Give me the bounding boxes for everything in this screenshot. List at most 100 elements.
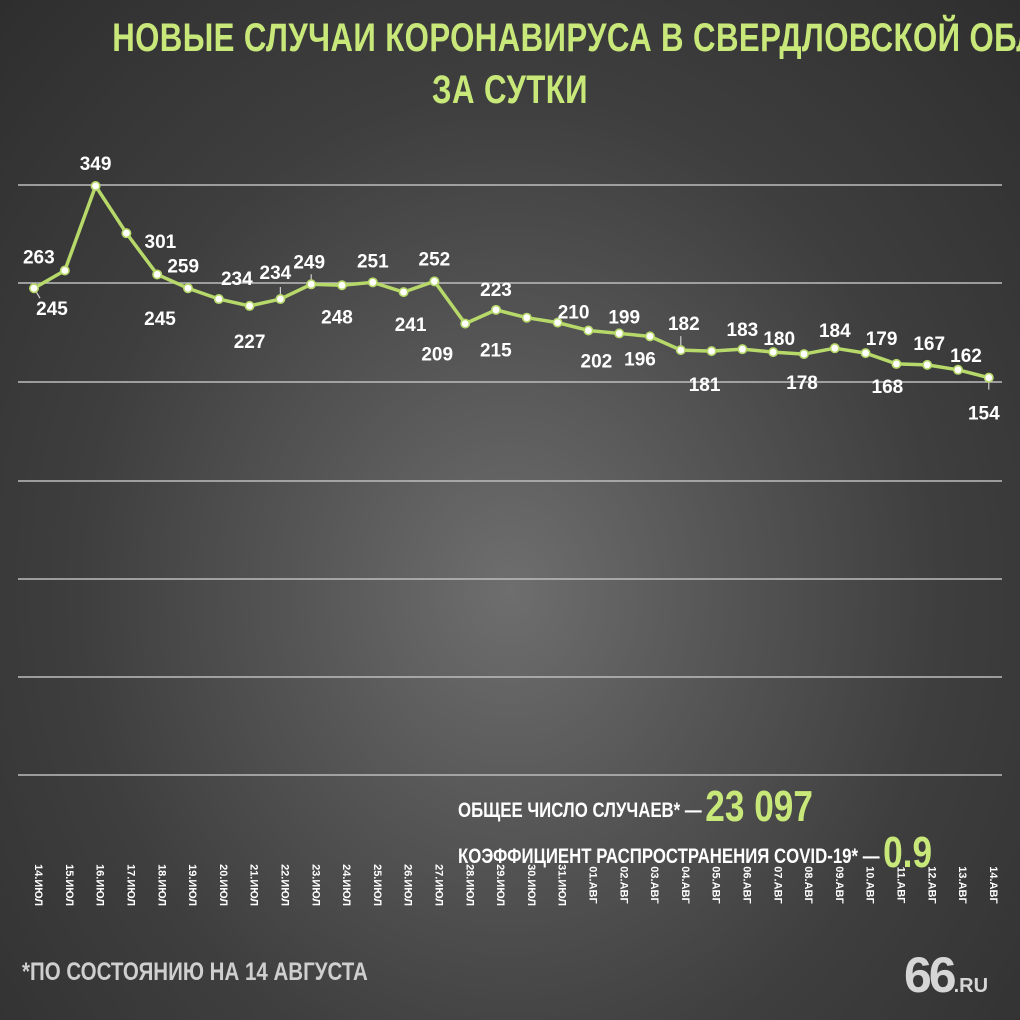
data-point-31 (983, 372, 994, 383)
line-chart: 2452633493012592452342272342492482512412… (18, 154, 1002, 906)
x-tick-label-8: 22.ИЮЛ (278, 864, 290, 906)
data-point-6 (213, 294, 224, 305)
data-label-29: 167 (913, 334, 945, 355)
x-tick-label-23: 06.АВГ (740, 866, 752, 904)
series-line (33, 184, 990, 380)
data-point-9 (306, 279, 317, 290)
data-label-15: 223 (480, 280, 512, 301)
data-point-2 (90, 180, 101, 191)
x-tick-label-20: 03.АВГ (648, 866, 660, 904)
data-label-4: 259 (167, 256, 199, 277)
x-tick-label-13: 27.ИЮЛ (432, 864, 444, 906)
site-logo: 66.RU (904, 946, 988, 1004)
total-cases-label: ОБЩЕЕ ЧИСЛО СЛУЧАЕВ* — (458, 799, 702, 822)
data-label-1: 263 (23, 248, 55, 269)
data-point-14 (460, 318, 471, 329)
data-label-11: 251 (357, 251, 389, 272)
data-point-21 (675, 345, 686, 356)
x-tick-label-18: 01.АВГ (586, 866, 598, 904)
data-point-29 (922, 359, 933, 370)
data-point-7 (244, 300, 255, 311)
data-point-22 (706, 346, 717, 357)
x-tick-label-6: 20.ИЮЛ (217, 864, 229, 906)
data-label-27: 179 (866, 329, 898, 350)
x-tick-label-3: 17.ИЮЛ (124, 864, 136, 906)
data-label-3: 301 (145, 232, 177, 253)
data-label-21: 182 (668, 314, 700, 335)
data-label-0: 245 (36, 299, 68, 320)
data-point-13 (429, 276, 440, 287)
x-tick-label-2: 16.ИЮЛ (94, 864, 106, 906)
data-point-15 (490, 304, 501, 315)
title-line-2: ЗА СУТКИ (432, 68, 588, 112)
x-tick-label-4: 18.ИЮЛ (155, 864, 167, 906)
data-label-28: 168 (872, 377, 904, 398)
data-point-1 (59, 265, 70, 276)
data-label-25: 178 (786, 373, 818, 394)
x-tick-label-10: 24.ИЮЛ (340, 864, 352, 906)
data-point-30 (952, 364, 963, 375)
data-label-12: 241 (395, 315, 427, 336)
data-label-2: 349 (80, 154, 112, 175)
x-tick-label-16: 30.ИЮЛ (525, 864, 537, 906)
data-label-24: 180 (763, 329, 795, 350)
data-label-13: 252 (419, 249, 451, 270)
x-tick-label-5: 19.ИЮЛ (186, 864, 198, 906)
x-tick-label-15: 29.ИЮЛ (494, 864, 506, 906)
x-tick-label-21: 04.АВГ (679, 866, 691, 904)
x-tick-label-14: 28.ИЮЛ (463, 864, 475, 906)
data-label-7: 227 (234, 332, 266, 353)
rt-label: КОЭФФИЦИЕНТ РАСПРОСТРАНЕНИЯ COVID-19* — (458, 845, 880, 868)
data-label-9: 249 (293, 252, 325, 273)
data-label-17: 210 (558, 303, 590, 324)
data-label-22: 181 (689, 375, 721, 396)
data-point-3 (121, 228, 132, 239)
data-point-20 (644, 331, 655, 342)
rt-stat: КОЭФФИЦИЕНТ РАСПРОСТРАНЕНИЯ COVID-19* — … (458, 828, 932, 878)
x-tick-label-27: 10.АВГ (864, 866, 876, 904)
x-tick-label-9: 23.ИЮЛ (309, 864, 321, 906)
x-tick-label-25: 08.АВГ (802, 866, 814, 904)
data-label-23: 183 (727, 320, 759, 341)
data-label-8: 234 (260, 263, 292, 284)
rt-value: 0.9 (883, 828, 933, 877)
x-tick-label-31: 14.АВГ (987, 866, 999, 904)
data-point-4 (152, 269, 163, 280)
data-label-30: 162 (950, 346, 982, 367)
data-label-26: 184 (819, 321, 851, 342)
title-line-1: НОВЫЕ СЛУЧАИ КОРОНАВИРУСА В СВЕРДЛОВСКОЙ… (112, 16, 1020, 60)
x-tick-label-19: 02.АВГ (617, 866, 629, 904)
x-tick-label-1: 15.ИЮЛ (63, 864, 75, 906)
x-tick-label-12: 26.ИЮЛ (402, 864, 414, 906)
data-label-18: 202 (581, 351, 613, 372)
x-tick-label-11: 25.ИЮЛ (371, 864, 383, 906)
data-point-0 (28, 283, 39, 294)
data-point-23 (737, 344, 748, 355)
data-label-14: 209 (421, 345, 453, 366)
x-tick-label-26: 09.АВГ (833, 866, 845, 904)
footnote: *ПО СОСТОЯНИЮ НА 14 АВГУСТА (22, 958, 368, 986)
x-tick-label-28: 11.АВГ (894, 867, 906, 905)
data-point-18 (583, 325, 594, 336)
data-point-26 (829, 343, 840, 354)
total-cases-stat: ОБЩЕЕ ЧИСЛО СЛУЧАЕВ* — 23 097 (458, 782, 813, 832)
data-point-28 (891, 358, 902, 369)
data-point-5 (183, 283, 194, 294)
data-label-20: 196 (624, 349, 656, 370)
data-point-25 (798, 349, 809, 360)
logo-mark: 66 (904, 947, 957, 1003)
x-tick-label-30: 13.АВГ (956, 866, 968, 904)
data-point-27 (860, 348, 871, 359)
data-point-19 (614, 328, 625, 339)
data-point-10 (336, 280, 347, 291)
x-tick-label-0: 14.ИЮЛ (32, 864, 44, 906)
data-label-31: 154 (968, 404, 1000, 425)
data-label-6: 234 (221, 269, 253, 290)
data-label-19: 199 (608, 307, 640, 328)
data-label-10: 248 (321, 307, 353, 328)
data-point-16 (521, 312, 532, 323)
data-label-5: 245 (144, 309, 176, 330)
x-tick-label-17: 31.ИЮЛ (556, 864, 568, 906)
x-tick-label-7: 21.ИЮЛ (248, 864, 260, 906)
